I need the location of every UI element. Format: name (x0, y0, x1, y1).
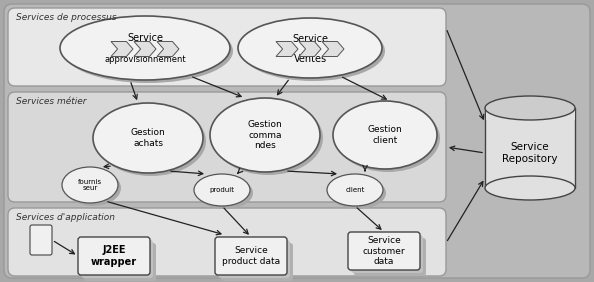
Text: fournis
seur: fournis seur (78, 179, 102, 191)
Ellipse shape (336, 104, 440, 172)
Polygon shape (111, 41, 133, 56)
Polygon shape (157, 41, 179, 56)
Text: Services de processus: Services de processus (16, 13, 116, 22)
Polygon shape (299, 41, 321, 56)
Ellipse shape (333, 101, 437, 169)
FancyBboxPatch shape (4, 4, 590, 278)
Text: Service: Service (292, 34, 328, 44)
Ellipse shape (330, 177, 386, 209)
FancyBboxPatch shape (8, 208, 446, 276)
FancyBboxPatch shape (218, 240, 290, 278)
Ellipse shape (213, 101, 323, 175)
Text: approvisionnement: approvisionnement (104, 56, 186, 65)
Ellipse shape (194, 174, 250, 206)
Ellipse shape (65, 170, 121, 206)
Text: J2EE
wrapper: J2EE wrapper (91, 245, 137, 267)
FancyBboxPatch shape (84, 243, 156, 281)
Text: Gestion
client: Gestion client (368, 125, 402, 145)
Ellipse shape (238, 18, 382, 78)
Ellipse shape (96, 106, 206, 176)
FancyBboxPatch shape (351, 235, 423, 273)
FancyBboxPatch shape (8, 92, 446, 202)
Ellipse shape (60, 16, 230, 80)
Bar (485, 108, 575, 188)
FancyBboxPatch shape (8, 8, 446, 86)
FancyBboxPatch shape (354, 238, 426, 276)
Polygon shape (134, 41, 156, 56)
Bar (485, 108, 574, 120)
Ellipse shape (93, 103, 203, 173)
FancyBboxPatch shape (81, 240, 153, 278)
Text: Service: Service (127, 33, 163, 43)
Text: Service
customer
data: Service customer data (363, 236, 405, 266)
Text: Ventes: Ventes (293, 54, 327, 64)
FancyBboxPatch shape (30, 225, 52, 255)
Ellipse shape (485, 176, 575, 200)
Polygon shape (276, 41, 298, 56)
FancyBboxPatch shape (221, 243, 293, 281)
Text: Services d'application: Services d'application (16, 213, 115, 222)
Ellipse shape (327, 174, 383, 206)
Ellipse shape (62, 167, 118, 203)
Text: Services métier: Services métier (16, 97, 87, 106)
Ellipse shape (63, 19, 233, 83)
Text: produit: produit (210, 187, 235, 193)
Ellipse shape (197, 177, 253, 209)
Text: Service
Repository: Service Repository (503, 142, 558, 164)
Text: Gestion
comma
ndes: Gestion comma ndes (248, 120, 282, 150)
FancyBboxPatch shape (348, 232, 420, 270)
Polygon shape (322, 41, 344, 56)
Ellipse shape (241, 21, 385, 81)
FancyBboxPatch shape (78, 237, 150, 275)
Ellipse shape (210, 98, 320, 172)
Ellipse shape (485, 96, 575, 120)
Text: Service
product data: Service product data (222, 246, 280, 266)
Text: client: client (345, 187, 365, 193)
Text: Gestion
achats: Gestion achats (131, 128, 165, 148)
FancyBboxPatch shape (215, 237, 287, 275)
